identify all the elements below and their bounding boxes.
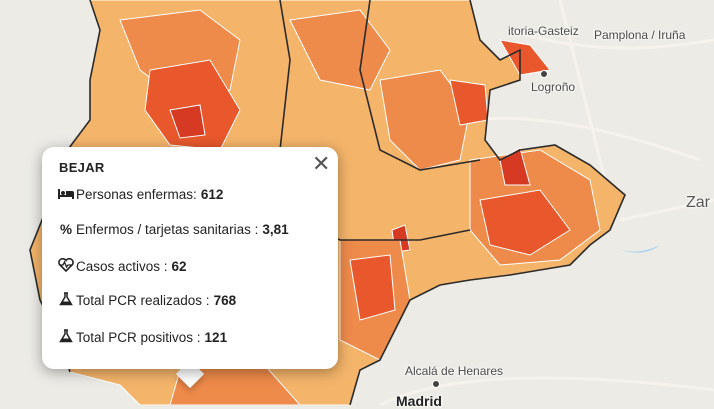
zone-sw-hot [349,254,396,321]
popup-row-value: 612 [200,187,224,202]
city-marker-vitoria [540,70,548,78]
zone-info-popup: BEJAR ✕ Personas enfermas: 612 % Enfermo… [42,147,338,369]
zone-center [379,69,471,171]
popup-row-ratio: % Enfermos / tarjetas sanitarias : 3,81 [58,222,289,237]
zone-se-max [499,147,531,186]
basemap-roads [379,0,714,405]
basemap-water [620,245,660,253]
city-marker-alcala [432,380,440,388]
city-label-logrono: Logroño [531,80,576,94]
city-label-alcala: Alcalá de Henares [405,364,504,378]
heart-pulse-icon [58,257,74,275]
zone-se-hot [479,189,571,256]
popup-row-pcr-positivos: Total PCR positivos : 121 [58,329,227,346]
city-label-pamplona: Pamplona / Iruña [594,28,686,42]
city-label-vitoria: itoria-Gasteiz [508,24,579,38]
city-label-madrid: Madrid [396,393,442,409]
popup-row-label: Casos activos : [76,259,168,274]
zone-w-hot [169,104,206,139]
popup-row-personas-enfermas: Personas enfermas: 612 [58,187,223,202]
close-icon[interactable]: ✕ [312,151,331,176]
city-label-zaragoza: Zar [686,194,710,211]
zone-center-hot [449,79,489,126]
flask-icon [58,292,74,309]
popup-row-label: Personas enfermas: [76,187,197,202]
popup-row-pcr-realizados: Total PCR realizados : 768 [58,292,236,309]
bed-icon [58,187,74,202]
popup-row-value: 768 [213,293,237,308]
popup-row-label: Total PCR realizados : [76,293,210,308]
popup-row-value: 3,81 [262,222,289,237]
popup-row-label: Enfermos / tarjetas sanitarias : [76,222,259,237]
percent-icon: % [59,222,72,237]
popup-row-casos-activos: Casos activos : 62 [58,257,187,275]
popup-row-value: 62 [171,259,187,274]
flask-icon [58,329,74,346]
zone-basque [499,39,551,76]
popup-row-value: 121 [204,330,228,345]
popup-title: BEJAR [59,160,105,175]
popup-row-label: Total PCR positivos : [76,330,201,345]
